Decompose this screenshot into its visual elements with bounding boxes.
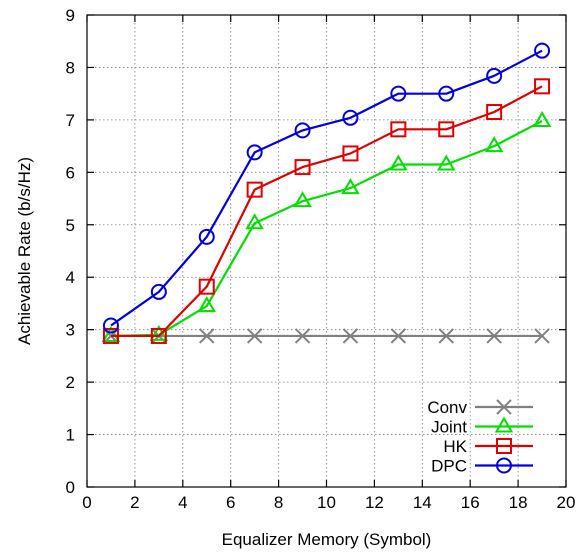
y-tick-label: 2	[66, 373, 75, 392]
x-tick-label: 14	[413, 493, 432, 512]
x-tick-label: 8	[274, 493, 283, 512]
series-joint-point	[484, 136, 504, 153]
series-dpc-point	[486, 67, 503, 84]
series-joint-point	[532, 110, 552, 127]
x-tick-label: 0	[82, 493, 91, 512]
legend-label: Joint	[431, 418, 467, 437]
series-conv	[103, 328, 550, 344]
series-joint-point	[245, 213, 264, 230]
legend-label: DPC	[431, 457, 467, 476]
y-tick-label: 7	[66, 111, 75, 130]
series-dpc-line	[110, 49, 543, 327]
legend-marker	[496, 457, 512, 474]
x-tick-label: 10	[317, 493, 336, 512]
legend-marker	[494, 416, 514, 433]
series-hk-point	[102, 327, 119, 344]
series-dpc-point	[246, 144, 263, 161]
x-tick-label: 18	[509, 493, 528, 512]
x-tick-label: 16	[461, 493, 480, 512]
series-joint-point	[389, 154, 408, 171]
y-tick-label: 4	[66, 268, 75, 287]
legend-marker	[496, 438, 512, 454]
y-tick-label: 6	[66, 163, 75, 182]
series-hk-point	[150, 327, 167, 344]
y-tick-label: 8	[66, 58, 75, 77]
y-tick-label: 9	[66, 6, 75, 25]
series-hk-point	[246, 181, 263, 198]
series-dpc-point	[294, 122, 311, 139]
x-tick-label: 12	[365, 493, 384, 512]
y-tick-label: 3	[66, 321, 75, 340]
y-tick-label: 0	[66, 478, 75, 497]
x-axis-label: Equalizer Memory (Symbol)	[222, 530, 432, 549]
series-hk-point	[534, 78, 551, 95]
series-conv-point	[438, 328, 454, 344]
series-dpc-point	[390, 85, 407, 102]
series-conv-point	[390, 328, 407, 344]
x-tick-label: 20	[557, 493, 576, 512]
x-tick-label: 6	[226, 493, 235, 512]
series-dpc-point	[438, 85, 455, 102]
series-dpc-point	[198, 228, 215, 245]
x-tick-label: 2	[130, 493, 139, 512]
series-joint-point	[101, 325, 121, 342]
series-hk-point	[438, 121, 455, 138]
series-joint-point	[197, 296, 216, 313]
series-conv-point	[246, 328, 263, 344]
legend-item-joint: Joint	[431, 416, 533, 437]
y-axis-label: Achievable Rate (b/s/Hz)	[15, 157, 34, 345]
legend-item-conv: Conv	[427, 398, 533, 417]
y-tick-label: 1	[66, 426, 75, 445]
series-conv-point	[342, 328, 359, 344]
series-dpc-point	[102, 317, 119, 334]
series-dpc-point	[342, 109, 359, 126]
legend-marker	[496, 399, 512, 415]
series-hk-point	[486, 104, 503, 121]
series-hk-line	[110, 85, 543, 338]
series-joint-point	[293, 191, 312, 208]
grid	[87, 15, 566, 487]
legend-item-hk: HK	[443, 437, 533, 456]
series-hk-point	[294, 159, 311, 176]
series-conv-point	[199, 328, 215, 344]
series-conv-point	[486, 328, 502, 344]
series-hk-point	[342, 145, 359, 162]
series-dpc-point	[534, 42, 551, 59]
y-tick-label: 5	[66, 216, 75, 235]
series-hk-point	[198, 278, 215, 295]
plot-series	[101, 42, 552, 344]
legend-label: Conv	[427, 398, 467, 417]
series-hk	[102, 78, 551, 344]
series-joint-point	[341, 178, 360, 195]
series-joint-line	[110, 119, 543, 338]
legend-label: HK	[443, 437, 467, 456]
series-dpc	[102, 42, 551, 334]
series-conv-point	[534, 328, 550, 344]
series-hk-point	[390, 121, 407, 138]
series-conv-point	[294, 328, 311, 344]
series-joint	[101, 110, 552, 342]
series-joint-point	[437, 154, 456, 171]
legend-item-dpc: DPC	[431, 457, 533, 476]
series-dpc-point	[150, 283, 167, 300]
x-tick-label: 4	[178, 493, 187, 512]
